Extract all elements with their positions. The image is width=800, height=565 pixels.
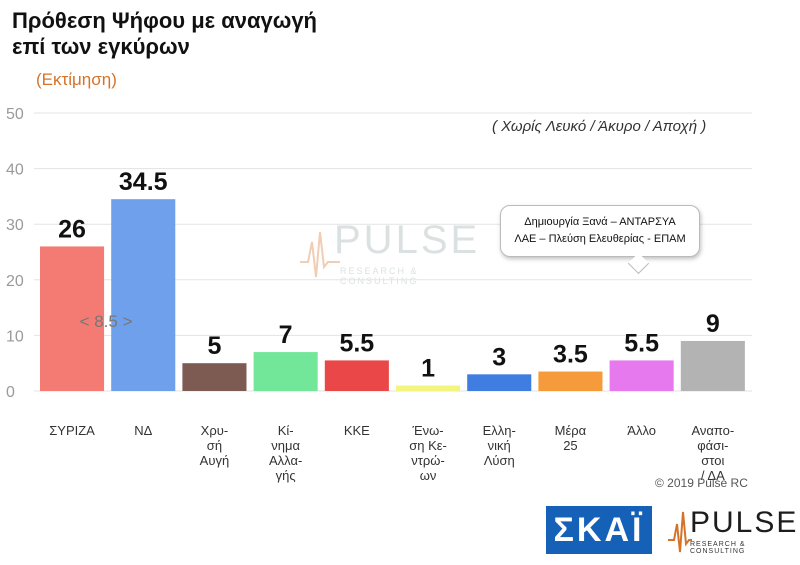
chart-note: ( Χωρίς Λευκό / Άκυρο / Αποχή ) bbox=[492, 118, 707, 135]
data-label: 7 bbox=[279, 321, 293, 349]
category-label: 25 bbox=[563, 438, 577, 453]
category-label: νική bbox=[488, 438, 511, 453]
bar bbox=[467, 374, 532, 391]
category-label: νημα bbox=[271, 438, 300, 453]
callout-line-1: Δημιουργία Ξανά – ΑΝΤΑΡΣΥΑ bbox=[524, 216, 676, 228]
category-label: Ελλη- bbox=[483, 423, 516, 438]
y-tick-label: 0 bbox=[6, 384, 15, 401]
bar bbox=[680, 340, 745, 391]
data-label: 9 bbox=[706, 310, 720, 338]
y-tick-label: 30 bbox=[6, 217, 24, 234]
y-tick-label: 40 bbox=[6, 162, 24, 179]
bar bbox=[538, 371, 603, 391]
data-label: 5 bbox=[207, 332, 221, 360]
pulse-watermark: PULSE RESEARCH & CONSULTING bbox=[300, 218, 500, 288]
category-label: σή bbox=[207, 438, 222, 453]
category-label: Κί- bbox=[278, 423, 294, 438]
bar bbox=[324, 360, 389, 391]
bar bbox=[40, 246, 105, 391]
category-label: στοι bbox=[701, 453, 724, 468]
data-label: 26 bbox=[58, 215, 86, 243]
gap-annotation: < 8.5 > bbox=[80, 312, 133, 331]
pulse-wave-icon bbox=[300, 231, 340, 278]
category-label: γής bbox=[276, 468, 296, 483]
category-label: / ΔΑ bbox=[701, 468, 725, 483]
watermark-word: PULSE bbox=[334, 218, 481, 262]
y-tick-label: 20 bbox=[6, 273, 24, 290]
category-label: ΣΥΡΙΖΑ bbox=[49, 423, 95, 438]
callout-line-2: ΛΑΕ – Πλεύση Ελευθερίας - ΕΠΑΜ bbox=[514, 233, 686, 245]
pulse-logo-word: PULSE bbox=[690, 506, 799, 539]
data-label: 5.5 bbox=[624, 329, 659, 357]
category-label: Άλλο bbox=[627, 423, 656, 438]
pulse-wave-icon bbox=[668, 511, 692, 553]
data-label: 34.5 bbox=[119, 168, 168, 196]
bar bbox=[609, 360, 674, 391]
bar bbox=[182, 363, 247, 391]
bar bbox=[253, 352, 318, 391]
bar bbox=[111, 199, 176, 391]
category-label: Χρυ- bbox=[201, 423, 229, 438]
data-label: 3.5 bbox=[553, 341, 588, 369]
bar bbox=[396, 385, 461, 391]
category-label: ων bbox=[420, 468, 437, 483]
data-label: 1 bbox=[421, 354, 435, 382]
copyright: © 2019 Pulse RC bbox=[655, 476, 748, 490]
title-line-2: επί των εγκύρων bbox=[12, 34, 190, 59]
data-label: 5.5 bbox=[339, 329, 374, 357]
title-line-1: Πρόθεση Ψήφου με αναγωγή bbox=[12, 8, 317, 33]
category-label: Ένω- bbox=[411, 423, 443, 438]
chart-subtitle: (Εκτίμηση) bbox=[36, 70, 117, 89]
data-label: 3 bbox=[492, 343, 506, 371]
category-label: φάσι- bbox=[697, 438, 728, 453]
category-label: Αναπο- bbox=[691, 423, 734, 438]
chart-title: Πρόθεση Ψήφου με αναγωγή επί των εγκύρων bbox=[12, 8, 432, 60]
category-label: Αλλα- bbox=[269, 453, 302, 468]
skai-logo: ΣΚΑΪ bbox=[546, 506, 652, 554]
category-label: Αυγή bbox=[200, 453, 230, 468]
category-label: ΝΔ bbox=[134, 423, 152, 438]
pulse-logo: PULSE RESEARCH & CONSULTING bbox=[668, 504, 796, 556]
category-label: ση Κε- bbox=[409, 438, 447, 453]
y-tick-label: 10 bbox=[6, 328, 24, 345]
category-label: ντρώ- bbox=[411, 453, 445, 468]
other-parties-callout: Δημιουργία Ξανά – ΑΝΤΑΡΣΥΑ ΛΑΕ – Πλεύση … bbox=[500, 205, 700, 257]
y-tick-label: 50 bbox=[6, 106, 24, 123]
category-label: ΚΚΕ bbox=[344, 423, 370, 438]
pulse-logo-sub: RESEARCH & CONSULTING bbox=[690, 541, 746, 555]
category-label: Λύση bbox=[484, 453, 515, 468]
category-label: Μέρα bbox=[555, 423, 587, 438]
watermark-sub: RESEARCH & CONSULTING bbox=[340, 266, 419, 286]
